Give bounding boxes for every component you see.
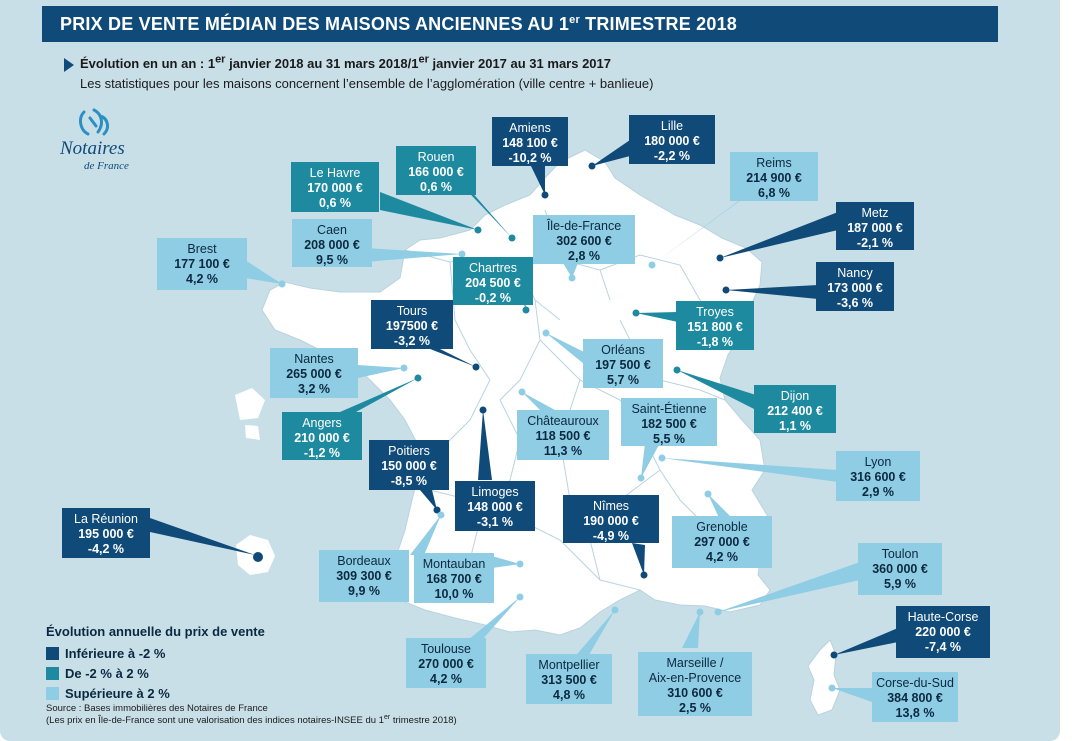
pointer-brest bbox=[245, 260, 282, 284]
la-reunion-dot bbox=[253, 552, 263, 562]
pointer-amiens bbox=[530, 164, 545, 195]
pointer-poitiers bbox=[420, 490, 437, 510]
pointer-limoges bbox=[478, 410, 492, 480]
city-box-grenoble: Grenoble 297 000 €4,2 % bbox=[672, 516, 772, 568]
pointer-nancy bbox=[726, 285, 818, 299]
pointer-caen bbox=[365, 248, 462, 262]
corsica-shape bbox=[807, 639, 841, 716]
subtitle-note: Les statistiques pour les maisons concer… bbox=[80, 76, 654, 91]
city-box-brest: Brest 177 100 €4,2 % bbox=[157, 238, 247, 290]
city-box-bordeaux: Bordeaux 309 300 €9,9 % bbox=[319, 550, 409, 602]
city-box-haute-corse: Haute-Corse 220 000 € -7,4 % bbox=[896, 606, 990, 658]
legend-title: Évolution annuelle du prix de vente bbox=[46, 624, 265, 639]
city-box-rouen: Rouen 166 000 €0,6 % bbox=[396, 146, 476, 195]
pointer-metz bbox=[720, 212, 838, 258]
city-box-la-reunion: La Réunion 195 000 € -4,2 % bbox=[62, 508, 150, 558]
city-box-le-havre: Le Havre 170 000 €0,6 % bbox=[291, 162, 379, 212]
legend-swatch-dark bbox=[46, 646, 59, 660]
city-box-chartres: Chartres 204 500 € -0,2 % bbox=[453, 257, 533, 305]
notaires-logo-icon bbox=[79, 108, 109, 136]
pointer-toulon bbox=[718, 562, 860, 612]
city-box-montpellier: Montpellier 313 500 €4,8 % bbox=[526, 654, 612, 704]
pointer-lille bbox=[592, 140, 630, 166]
city-box-nimes: Nîmes 190 000 € -4,9 % bbox=[563, 495, 659, 543]
island-shape bbox=[235, 388, 265, 420]
city-box-angers: Angers 210 000 € -1,2 % bbox=[282, 412, 362, 460]
city-box-orleans: Orléans 197 500 €5,7 % bbox=[583, 339, 663, 388]
city-box-corse-du-sud: Corse-du-Sud 384 800 €13,8 % bbox=[872, 672, 958, 722]
pointer-montpellier bbox=[572, 610, 615, 660]
legend-item-high: Supérieure à 2 % bbox=[46, 683, 265, 703]
city-box-reims: Reims 214 900 €6,8 % bbox=[730, 152, 818, 201]
legend-swatch-light bbox=[46, 686, 59, 700]
pointer-troyes bbox=[636, 312, 678, 322]
notaires-de-france-logo: Notaires de France bbox=[60, 108, 150, 178]
city-box-marseille-aix: Marseille / Aix-en-Provence 310 600 €2,5 % bbox=[638, 652, 752, 716]
pointer-grenoble bbox=[708, 494, 734, 520]
city-box-limoges: Limoges 148 000 € -3,1 % bbox=[455, 481, 535, 531]
pointer-angers bbox=[340, 378, 418, 412]
city-box-montauban: Montauban 168 700 €10,0 % bbox=[414, 553, 494, 603]
logo-name: Notaires bbox=[60, 138, 125, 159]
legend-swatch-mid bbox=[46, 666, 59, 680]
pointer-nimes bbox=[632, 543, 645, 575]
city-box-nancy: Nancy 173 000 € -3,6 % bbox=[816, 262, 894, 311]
legend-item-mid: De -2 % à 2 % bbox=[46, 663, 265, 683]
city-box-lille: Lille 180 000 € -2,2 % bbox=[629, 115, 715, 164]
legend: Évolution annuelle du prix de vente Infé… bbox=[46, 624, 265, 703]
city-box-caen: Caen 208 000 €9,5 % bbox=[292, 219, 372, 267]
city-box-ile-de-france: Île-de-France 302 600 €2,8 % bbox=[533, 215, 635, 264]
pointer-lareunion bbox=[150, 518, 255, 555]
logo-subtitle: de France bbox=[84, 160, 129, 172]
pointer-montauban bbox=[492, 556, 520, 568]
city-box-toulouse: Toulouse 270 000 €4,2 % bbox=[406, 638, 486, 688]
pointer-lyon bbox=[662, 458, 838, 482]
pointer-bordeaux bbox=[410, 515, 441, 555]
city-dots bbox=[278, 162, 838, 692]
city-box-metz: Metz 187 000 € -2,1 % bbox=[836, 202, 914, 250]
pointer-marseille bbox=[682, 612, 700, 648]
page-title: PRIX DE VENTE MÉDIAN DES MAISONS ANCIENN… bbox=[60, 14, 737, 34]
pointer-toulouse bbox=[468, 597, 520, 640]
city-box-dijon: Dijon 212 400 €1,1 % bbox=[754, 385, 836, 433]
city-box-nantes: Nantes 265 000 €3,2 % bbox=[270, 348, 358, 398]
pointer-tours bbox=[420, 345, 476, 367]
city-box-saint-etienne: Saint-Étienne 182 500 €5,5 % bbox=[621, 398, 717, 446]
city-box-poitiers: Poitiers 150 000 € -8,5 % bbox=[369, 440, 449, 490]
pointer-stetienne bbox=[641, 443, 660, 478]
pointer-chateauroux bbox=[522, 392, 555, 410]
city-box-lyon: Lyon 316 600 €2,9 % bbox=[836, 451, 920, 501]
source-note: Source : Bases immobilières des Notaires… bbox=[46, 703, 457, 726]
city-box-toulon: Toulon 360 000 €5,9 % bbox=[858, 543, 942, 595]
pointer-orleans bbox=[546, 333, 584, 364]
island-shape bbox=[245, 425, 260, 440]
legend-item-low: Inférieure à -2 % bbox=[46, 643, 265, 663]
pointer-dijon bbox=[677, 370, 756, 410]
pointer-reims bbox=[652, 192, 752, 265]
title-bar: PRIX DE VENTE MÉDIAN DES MAISONS ANCIENN… bbox=[42, 6, 998, 42]
pointer-nantes bbox=[358, 365, 404, 378]
subtitle: Évolution en un an : 1er janvier 2018 au… bbox=[64, 54, 611, 72]
city-box-chateauroux: Châteauroux 118 500 €11,3 % bbox=[517, 410, 609, 460]
triangle-bullet-icon bbox=[64, 57, 74, 72]
pointer-hautecorse bbox=[834, 628, 898, 655]
city-box-amiens: Amiens 148 100 € -10,2 % bbox=[492, 117, 568, 166]
city-box-tours: Tours 197500 € -3,2 % bbox=[371, 300, 453, 349]
pointer-lehavre bbox=[380, 192, 478, 230]
city-box-troyes: Troyes 151 800 € -1,8 % bbox=[676, 301, 754, 350]
pointer-corsedusud bbox=[832, 688, 872, 702]
